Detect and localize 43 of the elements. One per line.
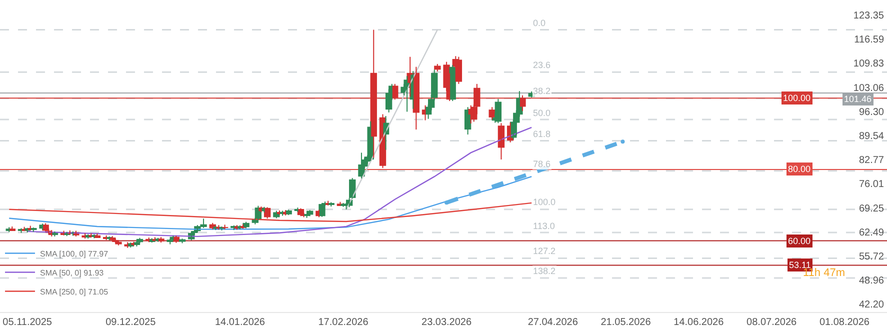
y-tick-label: 69.25 xyxy=(858,203,884,214)
legend-label: SMA [250, 0] 71.05 xyxy=(40,287,109,296)
x-tick-label: 17.02.2026 xyxy=(318,317,369,328)
x-tick-label: 05.11.2025 xyxy=(2,317,52,328)
annotation: 78.6 xyxy=(533,159,551,169)
ref-line-label: 100.00 xyxy=(783,93,811,103)
ref-line-label: 101.46 xyxy=(844,94,872,104)
y-tick-label: 76.01 xyxy=(858,179,884,190)
legend-label: SMA [50, 0] 91.93 xyxy=(40,268,104,278)
annotation: 100.0 xyxy=(533,197,556,207)
ref-line-label: 60.00 xyxy=(788,236,811,246)
annotation: 127.2 xyxy=(533,246,556,256)
y-tick-label: 89.54 xyxy=(858,130,884,142)
ref-line-label: 80.00 xyxy=(788,164,811,174)
x-tick-label: 08.07.2026 xyxy=(746,317,798,328)
y-tick-label: 116.59 xyxy=(854,34,884,46)
y-tick-label: 42.20 xyxy=(858,300,884,311)
x-tick-label: 09.12.2025 xyxy=(106,317,156,328)
y-tick-label: 123.35 xyxy=(853,10,884,22)
x-tick-label: 21.05.2026 xyxy=(600,317,652,328)
ref-line-label: 53.11 xyxy=(789,260,811,270)
line-series xyxy=(8,176,532,230)
annotation: 138.2 xyxy=(533,266,556,276)
annotation: 61.8 xyxy=(533,129,551,139)
annotation: 0.0 xyxy=(533,18,546,28)
y-tick-label: 103.06 xyxy=(853,82,884,94)
x-tick-label: 14.06.2026 xyxy=(674,317,724,328)
y-tick-label: 48.96 xyxy=(858,276,884,287)
y-tick-label: 82.77 xyxy=(858,155,884,166)
y-tick-label: 55.72 xyxy=(858,251,884,262)
x-tick-label: 27.04.2026 xyxy=(528,317,578,328)
annotation: 50.0 xyxy=(533,108,551,118)
annotation: 11h 47m xyxy=(803,267,845,279)
annotation: 113.0 xyxy=(533,221,555,231)
legend-label: SMA [100, 0] 77.97 xyxy=(40,249,109,258)
x-tick-label: 14.01.2026 xyxy=(214,317,266,328)
x-tick-label: 23.03.2026 xyxy=(422,317,472,328)
y-tick-label: 62.49 xyxy=(858,227,884,238)
annotation: 38.2 xyxy=(533,86,551,96)
y-tick-label: 109.83 xyxy=(853,58,884,70)
x-tick-label: 01.08.2026 xyxy=(819,317,870,328)
annotation: 23.6 xyxy=(533,60,551,70)
y-tick-label: 96.30 xyxy=(858,106,884,118)
